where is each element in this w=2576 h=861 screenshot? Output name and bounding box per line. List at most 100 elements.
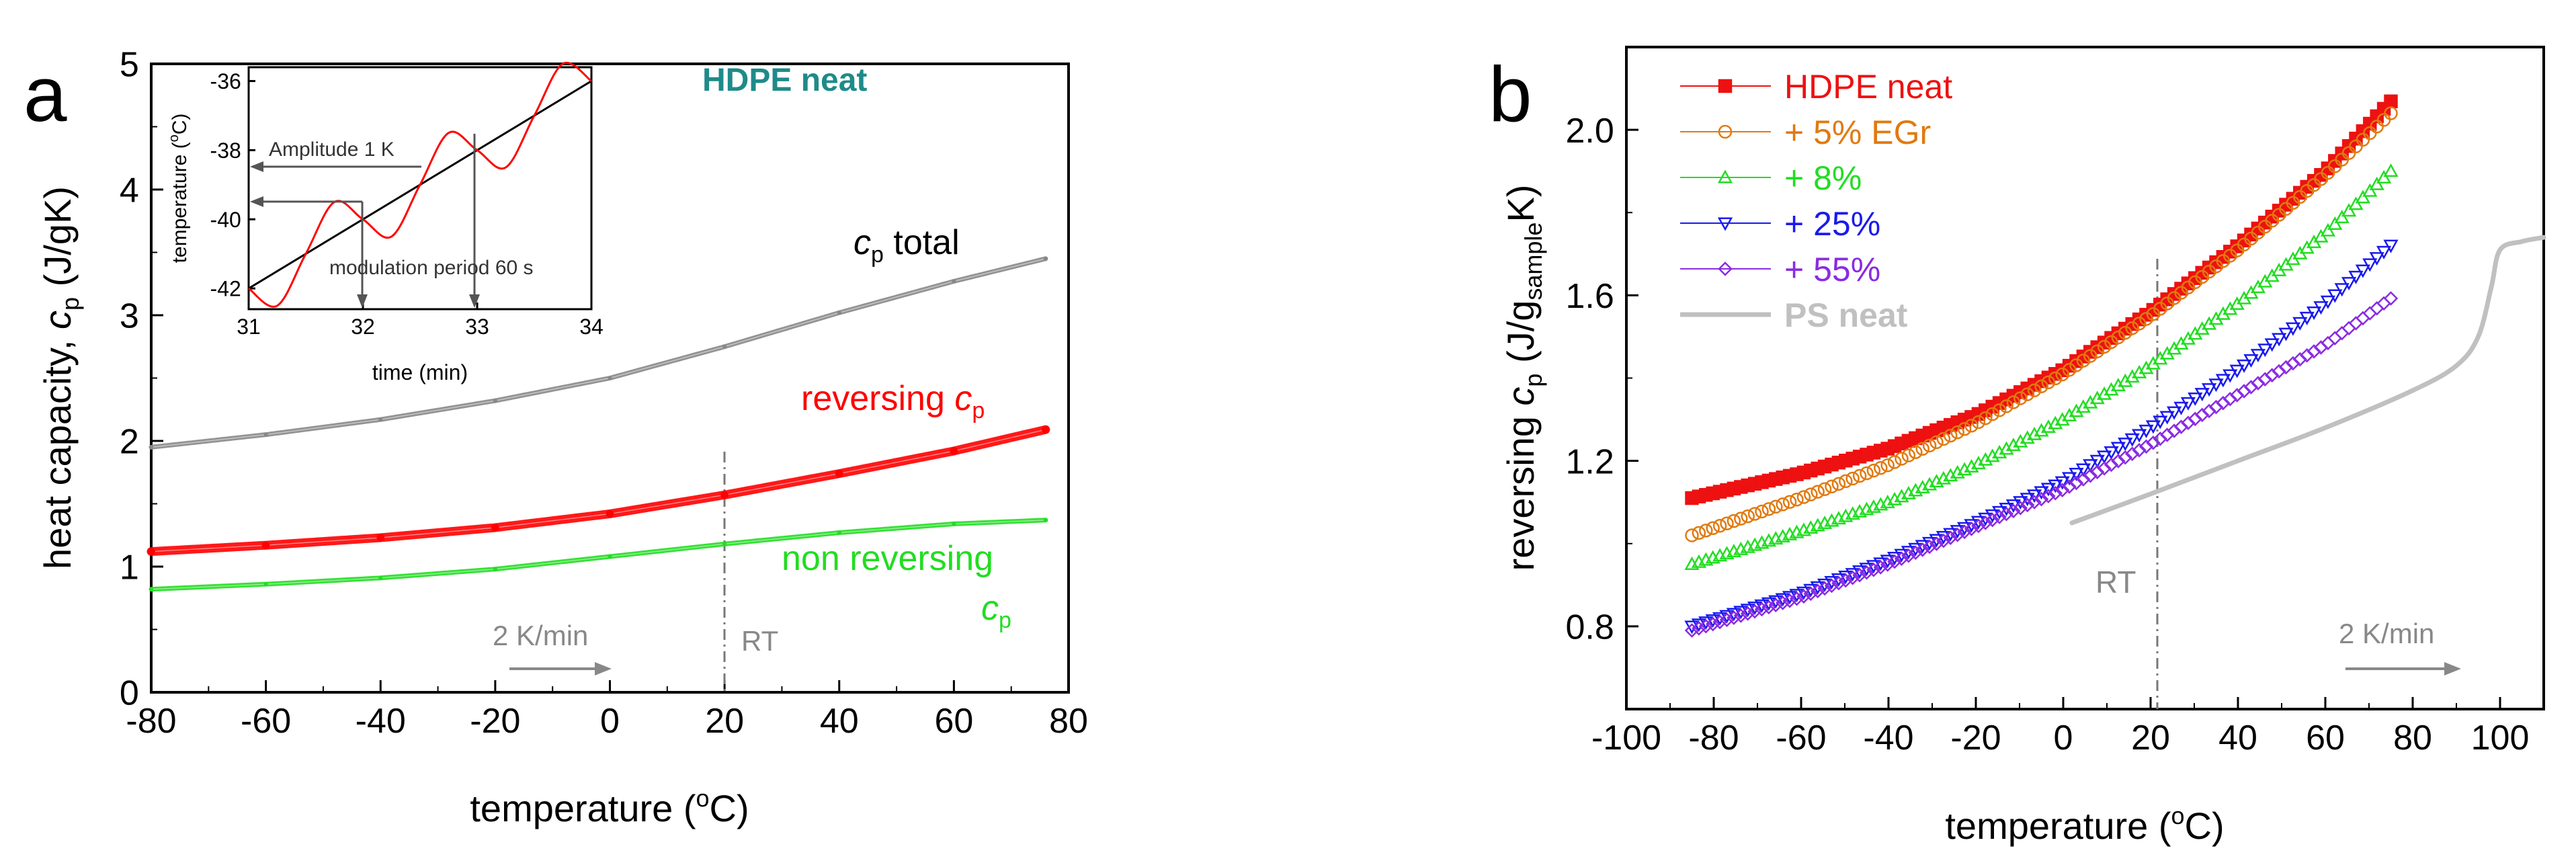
panel-a-series-2-point-0 (149, 587, 154, 591)
panel-b-series-4-point-95 (2348, 316, 2364, 331)
panel-b-ylabel-sub2: sample (1520, 222, 1547, 300)
panel-b-series-4-point-37 (1943, 530, 1958, 545)
panel-b-series-1-point-26 (1866, 463, 1881, 478)
panel-b-series-4-point-53 (2054, 483, 2070, 498)
panel-b-series-4-point-63 (2124, 446, 2140, 461)
panel-b-series-2-point-42 (1978, 452, 1993, 466)
inset-tick-labels: 31 32 33 34 -42 -40 -38 -36 (210, 69, 604, 339)
panel-b-series-3-point-66 (2145, 420, 2161, 434)
panel-b-series-1-point-37 (1944, 428, 1958, 443)
label-cp-total-word: total (884, 223, 960, 262)
panel-b-series-1-point-31 (1901, 448, 1916, 462)
panel-b-series-3-point-71 (2180, 397, 2196, 411)
panel-b-series-2-point-56 (2075, 399, 2091, 413)
panel-b-series-1-point-8 (1741, 509, 1755, 524)
panel-b-ylabel-sub: p (1520, 374, 1547, 387)
panel-a-series-1-point-0 (147, 547, 155, 556)
panel-b-series-3-point-53 (2054, 476, 2070, 490)
panel-b-series-2-point-100 (2383, 163, 2399, 177)
panel-a-series-highlight-2 (151, 520, 1046, 590)
panel-a-series-highlight-0 (151, 258, 1046, 448)
panel-a-series-2-point-2 (378, 575, 383, 580)
panel-a-ylabel-sym: c (36, 311, 79, 329)
panel-b-series-3-point-62 (2118, 438, 2133, 452)
panel-a-series-0-point-5 (722, 344, 727, 349)
panel-a-series-0-point-7 (952, 279, 956, 284)
panel-b-letter: b (1489, 50, 1532, 138)
panel-a-xlabel-sup: o (696, 784, 710, 812)
inset-y-tick-label-0: -42 (210, 277, 241, 301)
panel-b-ylabel-mid: (J/g (1499, 300, 1542, 374)
inset-modulation-curve (248, 61, 592, 308)
panel-b-series-2-point-45 (1999, 441, 2014, 455)
panel-b-ticks (1625, 128, 2501, 709)
legend-label-2: + 8% (1784, 159, 1862, 197)
panel-b-series-1-point-28 (1880, 458, 1895, 473)
panel-a-y-tick-label-0: 0 (120, 674, 139, 713)
panel-a-series (147, 256, 1050, 592)
label-non-reversing-sym: c (981, 589, 999, 628)
panel-a-ylabel-prefix: heat capacity, (36, 329, 79, 569)
panel-b-series-3-point-79 (2236, 359, 2252, 373)
panel-b-x-tick-label-8: 60 (2306, 719, 2345, 757)
panel-a-rt-label: RT (741, 625, 778, 657)
label-non-reversing: non reversing (782, 539, 993, 578)
panel-b-series-3-point-91 (2320, 295, 2336, 309)
panel-b-series-4-point-59 (2097, 461, 2112, 476)
inset-period-label: modulation period 60 s (329, 257, 534, 279)
panel-b-series-2-point-46 (2005, 438, 2022, 452)
panel-b-series-2-point-59 (2096, 386, 2112, 400)
panel-b-x-tick-label-2: -60 (1776, 719, 1826, 757)
panel-b-series-4-point-61 (2111, 454, 2126, 468)
panel-b-series-2-point-47 (2013, 434, 2028, 448)
panel-b-series (1684, 94, 2546, 638)
legend-marker-3 (1717, 217, 1733, 231)
panel-a-x-tick-label-8: 80 (1049, 702, 1088, 741)
panel-b-series-1-point-47 (2013, 391, 2028, 405)
panel-b-series-3-point-85 (2278, 327, 2294, 341)
panel-b-series-2-point-55 (2069, 403, 2084, 417)
panel-b-series-4-point-93 (2334, 325, 2350, 341)
panel-b-series-3-point-64 (2131, 429, 2147, 443)
panel-b-series-1-point-59 (2097, 339, 2112, 354)
panel-b-series-4-point-48 (2020, 497, 2035, 513)
panel-b-series-3-point-55 (2069, 467, 2084, 481)
panel-a-series-1-point-7 (950, 447, 958, 455)
inset-y-axis-label: temperature (oC) (167, 114, 191, 263)
panel-b-series-1-point-48 (2020, 387, 2034, 401)
panel-b-x-tick-label-10: 100 (2471, 719, 2530, 757)
panel-b-x-tick-label-1: -80 (1688, 719, 1739, 757)
panel-b-series-1-point-12 (1769, 499, 1783, 514)
panel-b-series-1 (1685, 106, 2398, 542)
panel-b-series-4 (1684, 291, 2399, 638)
panel-b-series-1-point-11 (1761, 502, 1776, 516)
panel-b-series-2-point-91 (2320, 222, 2336, 237)
inset-series (248, 61, 592, 308)
panel-b-series-3-point-80 (2243, 354, 2259, 368)
panel-b-series-2-point-97 (2362, 183, 2378, 197)
panel-b-series-1-point-34 (1922, 438, 1937, 453)
panel-b-series-1-point-41 (1971, 415, 1986, 429)
panel-b-series-4-point-25 (1859, 565, 1874, 580)
panel-b-series-2-point-54 (2061, 407, 2077, 421)
legend-marker-4 (1718, 261, 1733, 276)
panel-b-series-3-point-63 (2124, 433, 2140, 447)
panel-b-series-1-point-0 (1685, 528, 1699, 542)
panel-b-series-3-point-87 (2292, 317, 2308, 331)
panel-a-series-1-point-1 (261, 541, 270, 550)
inset-amplitude-label: Amplitude 1 K (269, 138, 394, 161)
panel-b-series-1-point-52 (2048, 371, 2063, 386)
panel-b-series-2-point-43 (1985, 448, 2000, 462)
panel-b-series-3-point-51 (2040, 483, 2056, 497)
panel-a-series-2-point-4 (608, 554, 612, 559)
panel-b-series-4-point-34 (1922, 539, 1937, 555)
panel-b-series-3-point-68 (2159, 411, 2175, 425)
panel-b-series-2-point-61 (2110, 378, 2126, 392)
panel-b-series-1-point-3 (1706, 521, 1720, 536)
panel-b-series-4-point-46 (2006, 503, 2021, 519)
panel-a-ylabel-unit: (J/gK) (36, 186, 79, 297)
panel-a-rate-label: 2 K/min (493, 620, 588, 651)
panel-b-series-4-point-0 (1684, 623, 1700, 638)
panel-b-series-1-point-65 (2139, 312, 2153, 326)
panel-b-series-4-point-20 (1824, 578, 1839, 593)
